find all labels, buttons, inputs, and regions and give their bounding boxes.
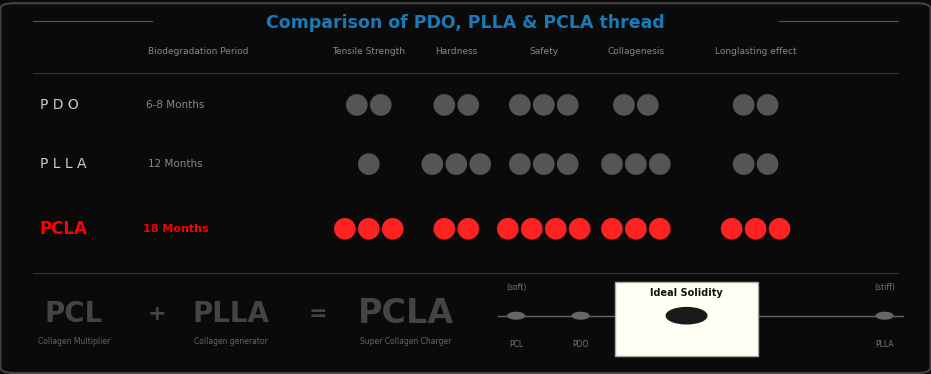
Ellipse shape	[509, 95, 530, 115]
Ellipse shape	[533, 154, 554, 174]
Ellipse shape	[758, 95, 777, 115]
Ellipse shape	[734, 154, 754, 174]
Text: Safety: Safety	[529, 47, 559, 56]
Ellipse shape	[558, 154, 578, 174]
Ellipse shape	[533, 95, 554, 115]
Text: 6-8 Months: 6-8 Months	[146, 100, 205, 110]
Text: 12 Months: 12 Months	[148, 159, 203, 169]
Text: (stiff): (stiff)	[874, 283, 895, 292]
Ellipse shape	[498, 219, 518, 239]
Ellipse shape	[638, 95, 658, 115]
Text: =: =	[309, 304, 328, 324]
Text: Tensile Strength: Tensile Strength	[332, 47, 405, 56]
Ellipse shape	[383, 219, 403, 239]
Ellipse shape	[434, 219, 454, 239]
Circle shape	[876, 312, 893, 319]
Ellipse shape	[650, 219, 670, 239]
Ellipse shape	[546, 219, 566, 239]
Text: PCLA: PCLA	[40, 220, 88, 238]
Ellipse shape	[434, 95, 454, 115]
Text: Collagen Multiplier: Collagen Multiplier	[38, 337, 110, 346]
Text: Comparison of PDO, PLLA & PCLA thread: Comparison of PDO, PLLA & PCLA thread	[266, 14, 665, 32]
Ellipse shape	[335, 219, 355, 239]
Ellipse shape	[570, 219, 590, 239]
Ellipse shape	[458, 95, 479, 115]
Text: Super Collagen Charger: Super Collagen Charger	[360, 337, 452, 346]
Ellipse shape	[601, 219, 622, 239]
Ellipse shape	[521, 219, 542, 239]
Text: Collagenesis: Collagenesis	[607, 47, 665, 56]
Circle shape	[508, 312, 524, 319]
Ellipse shape	[446, 154, 466, 174]
Ellipse shape	[626, 219, 646, 239]
Ellipse shape	[470, 154, 491, 174]
Ellipse shape	[734, 95, 754, 115]
Circle shape	[573, 312, 589, 319]
Ellipse shape	[358, 154, 379, 174]
Text: PCL: PCL	[509, 340, 523, 349]
FancyBboxPatch shape	[0, 3, 931, 373]
Text: +: +	[148, 304, 167, 324]
Ellipse shape	[722, 219, 742, 239]
Text: PCL: PCL	[45, 300, 103, 328]
Ellipse shape	[614, 95, 634, 115]
Text: Hardness: Hardness	[435, 47, 478, 56]
Text: PLLA: PLLA	[875, 340, 894, 349]
Text: (soft): (soft)	[506, 283, 526, 292]
Text: 18 Months: 18 Months	[142, 224, 209, 234]
Ellipse shape	[650, 154, 670, 174]
Ellipse shape	[346, 95, 367, 115]
Ellipse shape	[423, 154, 442, 174]
Ellipse shape	[358, 219, 379, 239]
Text: PCLA: PCLA	[676, 340, 697, 349]
Ellipse shape	[758, 154, 777, 174]
Ellipse shape	[458, 219, 479, 239]
Ellipse shape	[558, 95, 578, 115]
Text: P D O: P D O	[40, 98, 79, 112]
Ellipse shape	[601, 154, 622, 174]
Text: Collagen generator: Collagen generator	[194, 337, 267, 346]
Text: PCLA: PCLA	[358, 297, 453, 330]
Ellipse shape	[769, 219, 789, 239]
Text: Biodegradation Period: Biodegradation Period	[148, 47, 249, 56]
Ellipse shape	[371, 95, 391, 115]
Ellipse shape	[509, 154, 530, 174]
Text: Longlasting effect: Longlasting effect	[715, 47, 796, 56]
Text: PLLA: PLLA	[192, 300, 269, 328]
Ellipse shape	[746, 219, 766, 239]
Text: P L L A: P L L A	[40, 157, 87, 171]
Circle shape	[667, 307, 707, 324]
FancyBboxPatch shape	[615, 282, 758, 356]
Text: PDO: PDO	[573, 340, 588, 349]
Ellipse shape	[626, 154, 646, 174]
Text: Ideal Solidity: Ideal Solidity	[650, 288, 722, 298]
